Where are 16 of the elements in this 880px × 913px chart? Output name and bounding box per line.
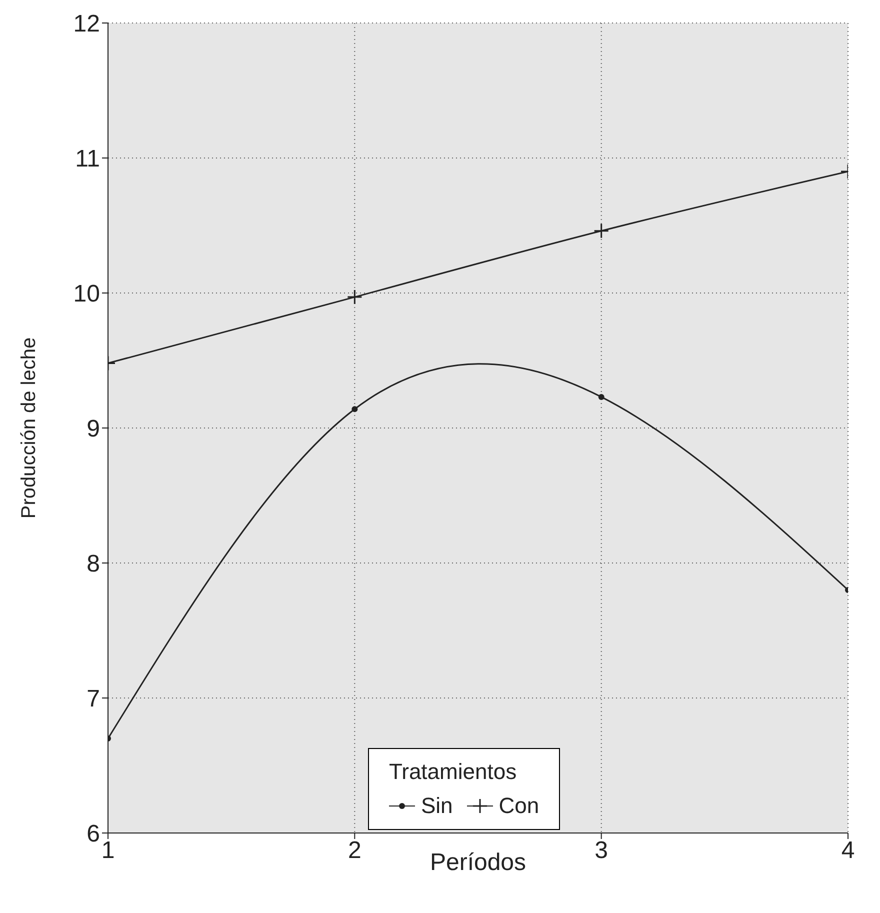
legend-label: Con — [498, 793, 540, 819]
y-tick-label: 6 — [86, 820, 100, 848]
x-tick-label: 4 — [841, 837, 855, 864]
y-tick-label: 11 — [75, 146, 100, 173]
y-tick-label: 10 — [73, 280, 100, 308]
x-tick-label: 3 — [594, 837, 608, 864]
y-tick-label: 12 — [73, 10, 100, 38]
x-axis-title: Períodos — [430, 849, 526, 876]
y-tick-label: 7 — [86, 686, 100, 713]
y-tick-label: 9 — [86, 416, 100, 443]
legend-label: Sin — [420, 793, 453, 819]
x-tick-label: 1 — [101, 837, 115, 864]
y-tick-label: 8 — [86, 550, 100, 578]
legend-title: Tratamientos — [389, 759, 518, 785]
x-tick-label: 2 — [348, 837, 362, 864]
y-axis-title: Producción de leche — [18, 337, 40, 519]
